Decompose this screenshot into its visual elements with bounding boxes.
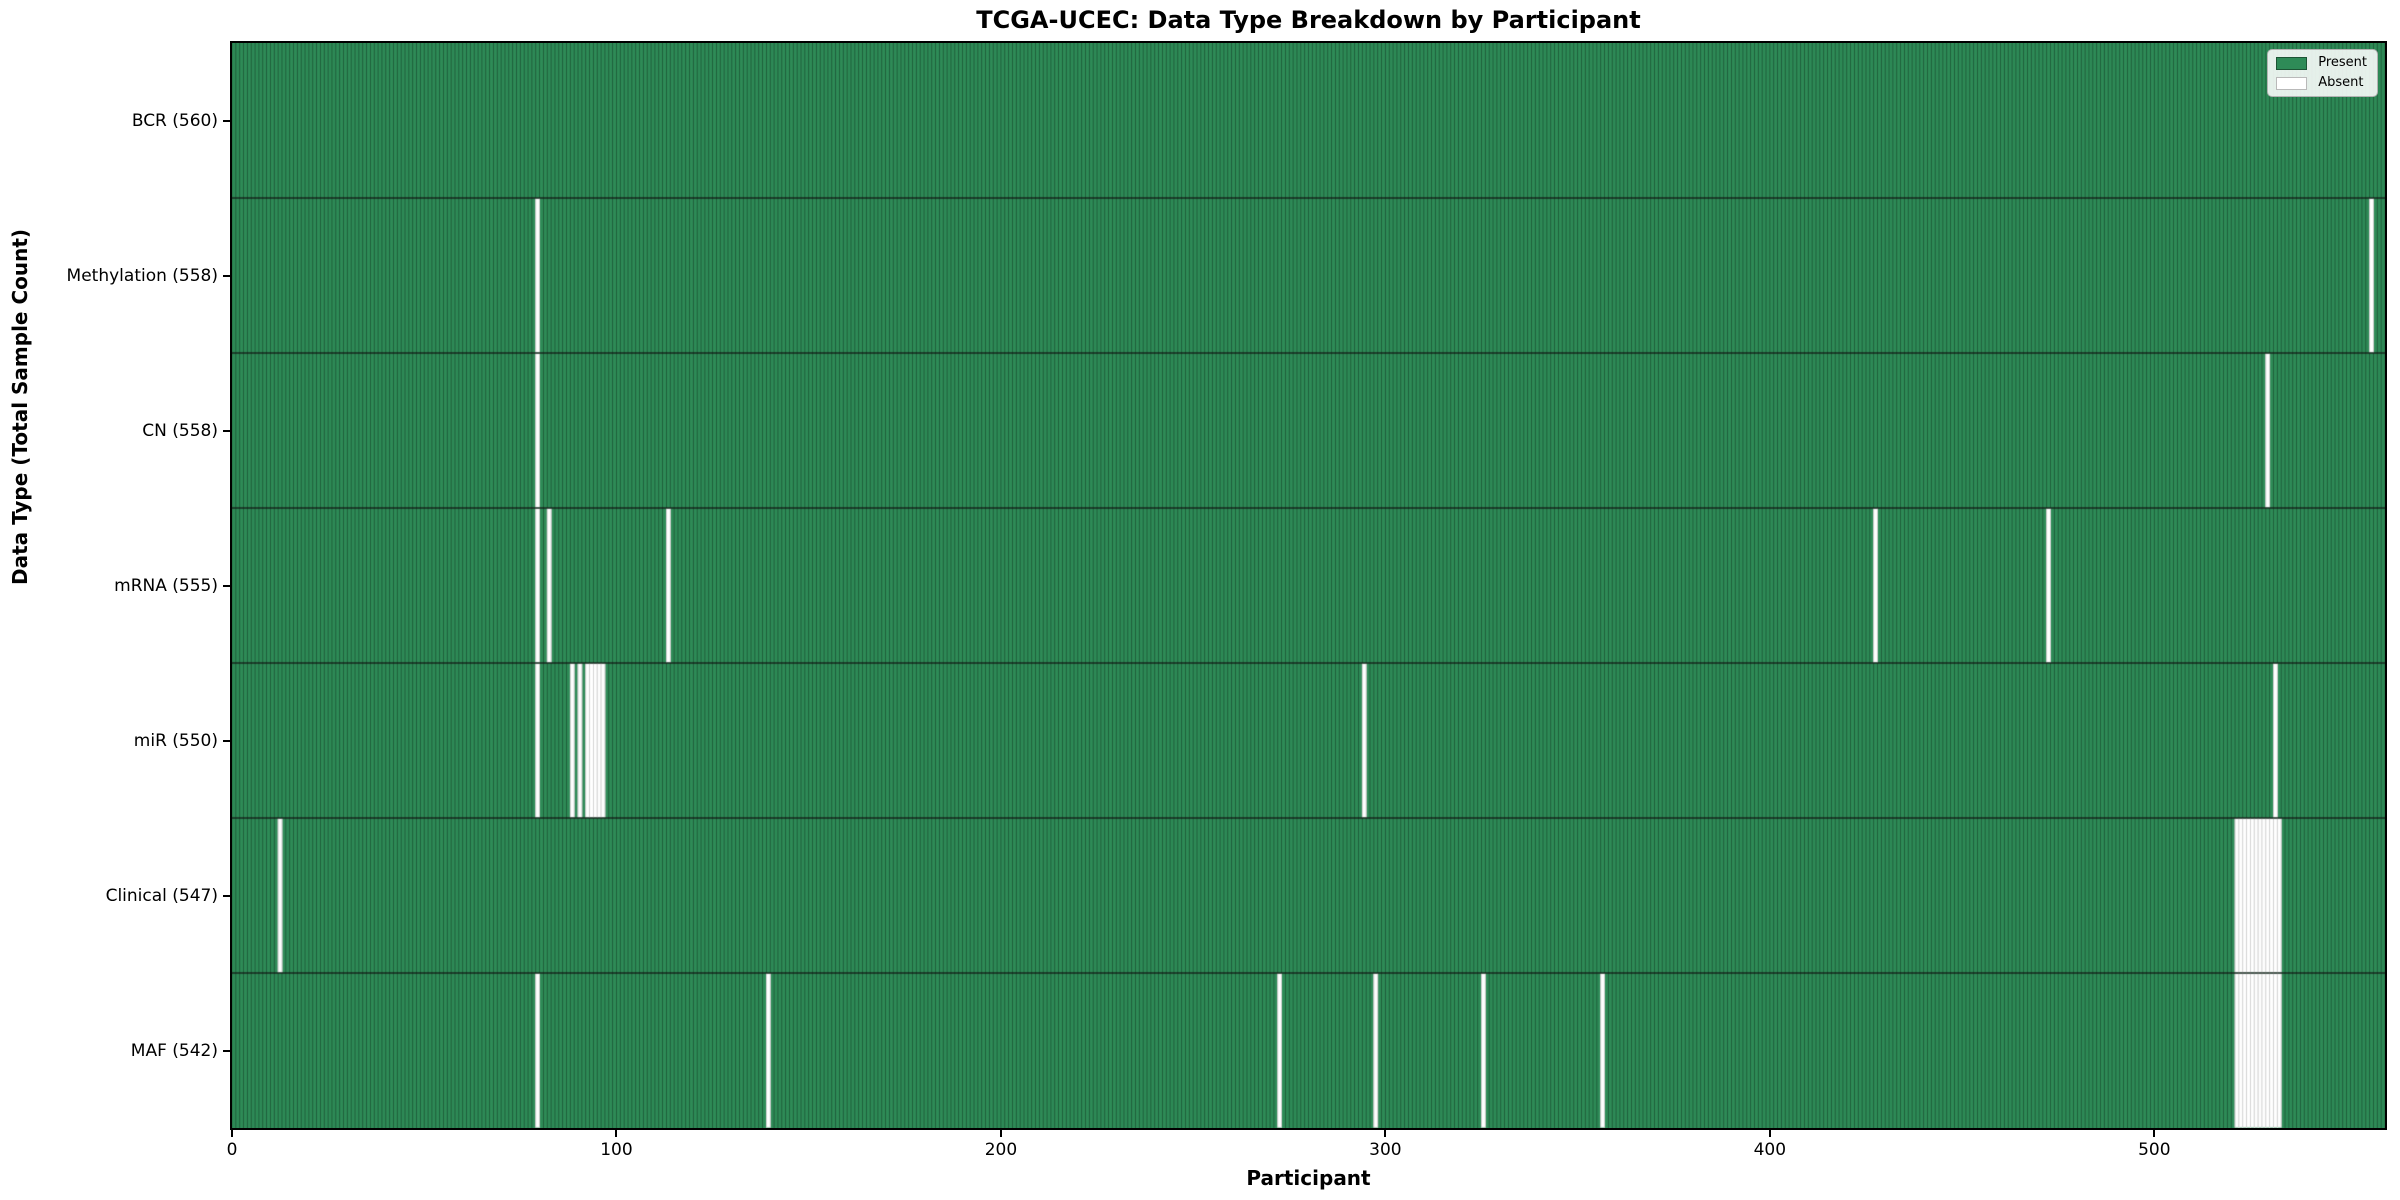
y-tick-label-methylation: Methylation (558) bbox=[66, 265, 218, 286]
legend-item-absent: Absent bbox=[2276, 76, 2367, 90]
absent-swatch-icon bbox=[2276, 76, 2308, 90]
y-tick-mark bbox=[223, 894, 231, 897]
y-tick-label-bcr: BCR (560) bbox=[131, 110, 218, 131]
legend-item-present: Present bbox=[2276, 56, 2367, 70]
x-tick-mark bbox=[231, 1129, 233, 1137]
y-tick-label-cn: CN (558) bbox=[142, 420, 218, 441]
legend: Present Absent bbox=[2267, 49, 2378, 97]
y-tick-mark bbox=[223, 274, 231, 277]
y-tick-mark bbox=[223, 119, 231, 122]
x-tick-mark bbox=[615, 1129, 618, 1137]
y-tick-mark bbox=[223, 429, 231, 432]
x-tick-label-400: 400 bbox=[1753, 1140, 1787, 1160]
y-tick-label-mrna: mRNA (555) bbox=[114, 575, 218, 596]
x-axis-label: Participant bbox=[1246, 1166, 1371, 1190]
x-tick-label-500: 500 bbox=[2138, 1140, 2171, 1160]
x-tick-mark bbox=[999, 1129, 1002, 1137]
y-tick-label-clinical: Clinical (547) bbox=[105, 885, 218, 906]
x-tick-mark bbox=[1384, 1129, 1387, 1137]
y-tick-label-maf: MAF (542) bbox=[130, 1040, 218, 1061]
y-tick-mark bbox=[223, 739, 231, 742]
y-tick-mark bbox=[223, 1049, 231, 1052]
x-tick-label-100: 100 bbox=[600, 1140, 633, 1160]
legend-present-label: Present bbox=[2318, 55, 2367, 70]
y-tick-label-mir: miR (550) bbox=[133, 730, 218, 751]
y-tick-mark bbox=[223, 584, 231, 587]
present-swatch-icon bbox=[2276, 56, 2308, 70]
x-tick-mark bbox=[2153, 1129, 2156, 1137]
x-tick-label-0: 0 bbox=[226, 1140, 238, 1160]
plot-area: Present Absent bbox=[230, 41, 2387, 1130]
legend-absent-label: Absent bbox=[2318, 75, 2364, 90]
heatmap-canvas bbox=[232, 43, 2385, 1128]
chart-title: TCGA-UCEC: Data Type Breakdown by Partic… bbox=[976, 6, 1641, 34]
x-tick-mark bbox=[1768, 1129, 1771, 1137]
x-tick-label-200: 200 bbox=[984, 1140, 1018, 1160]
x-tick-label-300: 300 bbox=[1369, 1140, 1402, 1160]
